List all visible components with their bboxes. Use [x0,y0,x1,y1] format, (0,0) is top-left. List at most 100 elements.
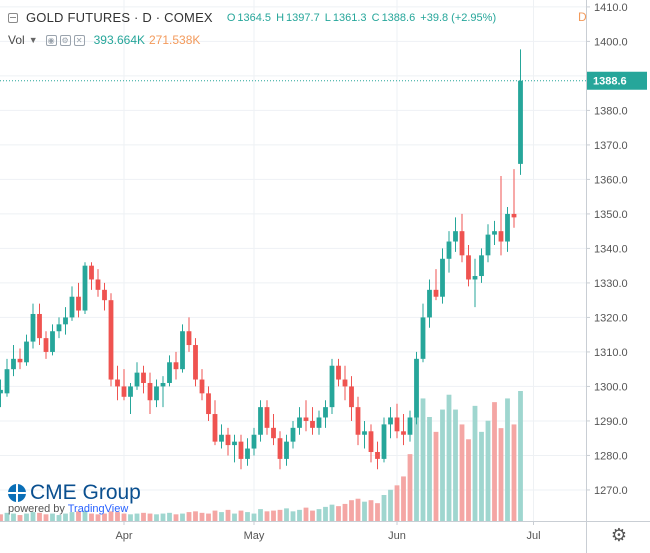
low-label: L [324,11,331,24]
candle-body [17,358,23,363]
candle-body [199,379,205,394]
candle-body [89,265,94,280]
logo-text: CME Group [30,481,141,504]
powered-prefix: powered by [8,503,68,515]
globe-icon [8,484,26,502]
price-tick-label: 1320.0 [594,312,628,324]
volume-bar [160,513,166,521]
candle-body [24,341,29,363]
candle-body [485,234,491,256]
time-tick-label: Jul [526,530,540,542]
hamburger-icon[interactable] [8,12,18,23]
price-tick-label: 1350.0 [594,209,628,221]
candle-body [336,365,341,380]
time-tick-label: Apr [115,530,132,542]
gear-icon[interactable]: ⚙ [610,525,628,545]
price-tick-label: 1360.0 [594,174,628,186]
candle-body [238,441,244,459]
volume-bar [43,514,49,521]
candle-body [147,382,153,401]
candle-body [258,407,263,435]
candle-body [271,427,276,439]
volume-bar [290,511,296,521]
candle-body [310,420,315,428]
candle-body [355,407,361,435]
candle-body [0,389,3,394]
candle-body [381,424,387,459]
candle-body [173,362,179,370]
volume-bar [225,509,231,521]
volume-bar [50,513,55,521]
candle-body [232,441,237,446]
volume-bar [355,498,361,521]
volume-bar [277,509,283,521]
candlesticks [0,49,523,470]
candle-body [498,231,504,242]
candle-body [121,386,127,397]
candle-body [63,317,68,325]
volume-bar [121,513,127,521]
volume-bar [498,428,504,521]
volume-bar [154,514,159,521]
eye-icon[interactable]: ◉ [45,34,57,46]
volume-bar [232,513,237,521]
candle-body [95,279,101,290]
volume-bar [24,513,29,521]
last-price-label: 1388.6 [593,76,627,88]
chart-grid [0,0,586,521]
volume-bar [115,512,120,521]
candle-body [30,313,36,342]
candle-body [290,427,296,442]
tradingview-link[interactable]: TradingView [67,503,129,515]
volume-bar [284,508,289,521]
time-tick-label: May [244,530,265,542]
candle-body [362,431,367,435]
volume-bar [440,409,445,521]
powered-by[interactable]: powered by TradingView [8,503,128,515]
price-tick-label: 1270.0 [594,485,628,497]
volume-bar [492,402,497,521]
candle-body [219,434,224,442]
volume-bar [472,405,478,521]
candle-body [342,379,348,387]
candle-body [401,431,406,435]
volume-bar [0,514,3,521]
candle-body [193,345,198,380]
volume-bar [219,512,224,521]
candle-body [4,369,10,394]
volume-bar [11,513,16,521]
volume-bar [505,398,510,521]
candle-body [414,358,419,418]
price-tick-label: 1280.0 [594,450,628,462]
volume-label: Vol [8,33,25,47]
price-tick-label: 1310.0 [594,347,628,359]
last-price-tag [587,71,647,90]
volume-bar [316,509,322,521]
volume-bar [186,512,192,521]
volume-bar [76,511,81,521]
volume-bar [258,509,263,521]
cme-logo[interactable]: CME Group [8,481,141,505]
chevron-down-icon[interactable]: ▼ [28,35,38,45]
volume-bar [394,485,400,521]
price-tick-label: 1410.0 [594,2,628,14]
volume-bar [102,513,107,521]
candle-body [56,324,62,332]
candle-body [160,382,166,387]
candle-body [394,417,400,432]
candle-body [69,296,75,318]
volume-bar [368,500,374,521]
volume-bar [173,514,179,521]
candle-body [368,431,374,452]
candle-body [433,289,439,297]
volume-bar [238,510,244,521]
volume-bar [388,489,393,521]
volume-bar [180,513,185,521]
high-value: 1397.7 [286,11,320,24]
settings-small-icon[interactable]: ⚙ [59,34,71,46]
candle-body [440,258,445,297]
volume-bar [329,504,335,521]
volume-bar [245,512,250,521]
close-icon[interactable]: ✕ [73,34,85,46]
